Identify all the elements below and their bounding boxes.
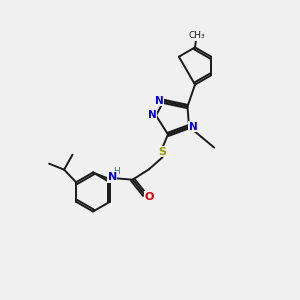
Text: N: N <box>108 172 117 182</box>
Text: S: S <box>159 147 167 157</box>
Text: CH₃: CH₃ <box>188 32 205 40</box>
Text: N: N <box>155 96 164 106</box>
Text: N: N <box>188 122 197 132</box>
Text: N: N <box>148 110 157 120</box>
Text: H: H <box>113 167 119 176</box>
Text: O: O <box>144 191 154 202</box>
